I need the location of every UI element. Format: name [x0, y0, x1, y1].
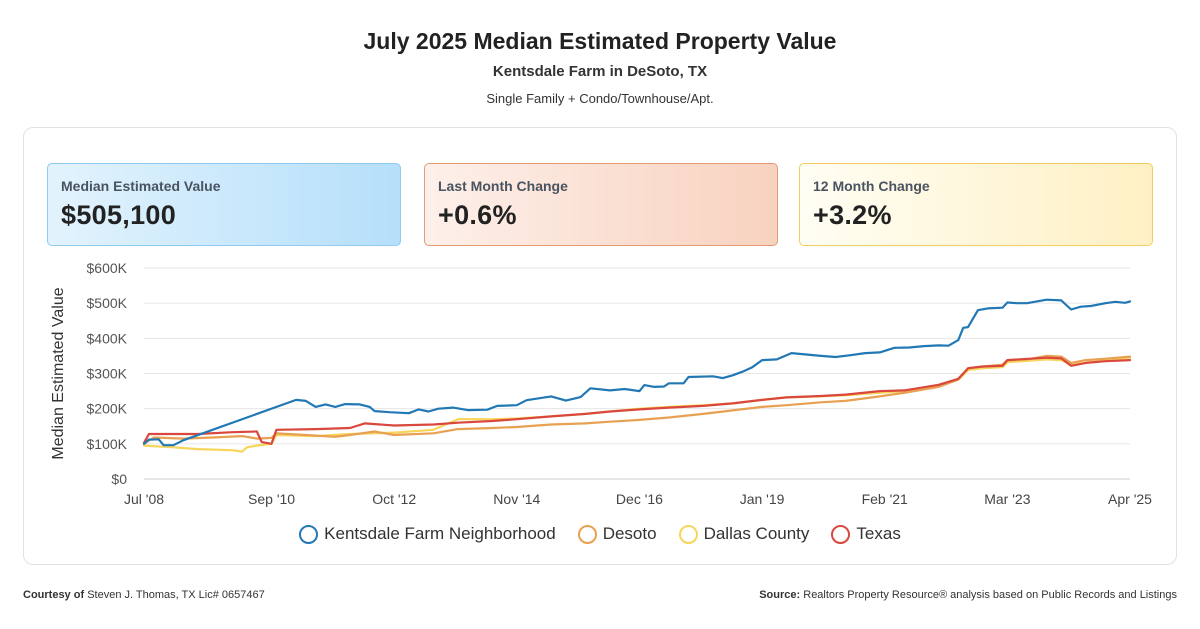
median-value-card: Median Estimated Value $505,100 [47, 163, 401, 246]
legend-label-desoto: Desoto [603, 524, 657, 544]
x-tick-label: Apr '25 [1108, 491, 1152, 507]
x-tick-label: Feb '21 [862, 491, 908, 507]
y-tick-label: $200K [87, 401, 128, 417]
legend-swatch-texas [831, 525, 850, 544]
y-tick-label: $100K [87, 436, 128, 452]
x-tick-label: Jan '19 [740, 491, 785, 507]
median-value-label: Median Estimated Value [61, 178, 387, 194]
legend-item-kentsdale[interactable]: Kentsdale Farm Neighborhood [299, 524, 556, 544]
x-tick-label: Nov '14 [493, 491, 540, 507]
legend-label-dallas: Dallas County [704, 524, 810, 544]
twelve-month-change-value: +3.2% [813, 200, 1139, 231]
x-tick-label: Oct '12 [372, 491, 416, 507]
y-tick-label: $600K [87, 260, 128, 276]
courtesy-text: Steven J. Thomas, TX Lic# 0657467 [87, 589, 265, 601]
line-chart: $0 $100K $200K $300K $400K $500K $600K Jul '08 S… [0, 255, 1200, 517]
x-tick-label: Mar '23 [984, 491, 1030, 507]
property-scope: Single Family + Condo/Townhouse/Apt. [0, 91, 1200, 106]
series-line-kentsdale [144, 300, 1130, 446]
last-month-change-card: Last Month Change +0.6% [424, 163, 778, 246]
legend-swatch-desoto [578, 525, 597, 544]
y-tick-label: $300K [87, 366, 128, 382]
x-tick-label: Sep '10 [248, 491, 295, 507]
y-tick-label: $500K [87, 295, 128, 311]
y-tick-label: $400K [87, 330, 128, 346]
page-subtitle: Kentsdale Farm in DeSoto, TX [0, 63, 1200, 80]
x-tick-label: Jul '08 [124, 491, 164, 507]
legend-swatch-dallas [679, 525, 698, 544]
legend-item-dallas[interactable]: Dallas County [679, 524, 810, 544]
legend-label-kentsdale: Kentsdale Farm Neighborhood [324, 524, 556, 544]
y-axis-label: Median Estimated Value [50, 287, 67, 459]
page-title: July 2025 Median Estimated Property Valu… [0, 28, 1200, 55]
courtesy-footer: Courtesy of Steven J. Thomas, TX Lic# 06… [23, 589, 265, 601]
source-text: Realtors Property Resource® analysis bas… [803, 589, 1177, 601]
source-footer: Source: Realtors Property Resource® anal… [759, 589, 1177, 601]
last-month-change-value: +0.6% [438, 200, 764, 231]
last-month-change-label: Last Month Change [438, 178, 764, 194]
legend-label-texas: Texas [856, 524, 900, 544]
twelve-month-change-label: 12 Month Change [813, 178, 1139, 194]
series-line-dallas [144, 358, 1130, 452]
legend-item-desoto[interactable]: Desoto [578, 524, 657, 544]
chart-legend: Kentsdale Farm Neighborhood Desoto Dalla… [0, 524, 1200, 544]
x-tick-label: Dec '16 [616, 491, 663, 507]
y-tick-label: $0 [111, 471, 127, 487]
legend-swatch-kentsdale [299, 525, 318, 544]
legend-item-texas[interactable]: Texas [831, 524, 900, 544]
median-value: $505,100 [61, 200, 387, 231]
twelve-month-change-card: 12 Month Change +3.2% [799, 163, 1153, 246]
source-label: Source: [759, 589, 800, 601]
courtesy-label: Courtesy of [23, 589, 84, 601]
